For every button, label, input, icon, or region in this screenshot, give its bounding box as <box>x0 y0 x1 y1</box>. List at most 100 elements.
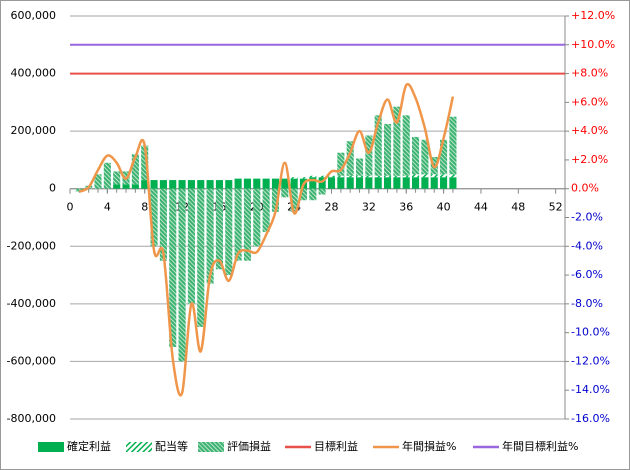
y2-tick-label: -16.0% <box>571 412 610 425</box>
bar <box>122 184 130 189</box>
bar <box>440 177 448 189</box>
bar <box>440 174 448 178</box>
line-series <box>78 82 455 397</box>
bar <box>169 188 177 348</box>
bar <box>141 180 149 189</box>
x-tick-label: 40 <box>437 201 451 214</box>
bar <box>141 145 149 181</box>
bar <box>253 188 261 247</box>
bar <box>75 188 83 192</box>
bar <box>421 139 429 175</box>
bar <box>402 115 410 176</box>
bar <box>355 158 364 176</box>
x-tick-label: 32 <box>362 201 376 214</box>
y-tick-label: -400,000 <box>7 297 56 310</box>
bar <box>159 180 167 189</box>
bar <box>318 188 326 195</box>
bar <box>131 184 139 189</box>
bar <box>393 177 401 189</box>
bar <box>253 178 261 189</box>
legend-label: 年間損益% <box>402 439 456 453</box>
bar <box>421 174 429 178</box>
bar <box>346 175 354 178</box>
bar <box>355 177 364 189</box>
y2-tick-label: +8.0% <box>571 67 608 80</box>
bar <box>393 106 401 176</box>
bar <box>187 180 195 189</box>
x-tick-label: 36 <box>399 201 413 214</box>
bar <box>197 188 205 327</box>
legend-swatch <box>38 442 64 452</box>
bar <box>113 171 121 185</box>
bar <box>402 175 410 178</box>
bar <box>430 174 438 178</box>
bar <box>318 177 326 189</box>
bar <box>215 188 223 270</box>
bar <box>178 180 186 189</box>
bar <box>113 184 121 189</box>
bar <box>281 178 289 189</box>
y2-tick-label: -2.0% <box>571 211 603 224</box>
bar <box>234 178 242 189</box>
bar <box>178 188 186 362</box>
bar <box>309 175 317 178</box>
bar <box>374 177 382 189</box>
bar <box>355 175 364 178</box>
y-tick-label: -800,000 <box>7 412 56 425</box>
bar <box>187 188 195 304</box>
x-tick-label: 4 <box>104 201 111 214</box>
bar <box>215 180 223 189</box>
bar <box>243 178 252 189</box>
bar <box>243 188 252 261</box>
bar <box>103 162 111 189</box>
bar <box>393 175 401 178</box>
y-tick-label: 200,000 <box>11 124 57 137</box>
bar <box>94 174 102 189</box>
legend-label: 確定利益 <box>67 439 111 453</box>
bar <box>412 136 420 175</box>
bar <box>318 175 326 178</box>
bar <box>327 175 336 178</box>
bar <box>150 180 158 189</box>
bar <box>206 188 214 284</box>
y2-tick-label: -4.0% <box>571 239 603 252</box>
bar <box>346 141 354 176</box>
bar <box>412 174 420 178</box>
bar <box>225 180 233 189</box>
bar <box>299 188 308 201</box>
bar <box>374 115 382 176</box>
x-tick-label: 44 <box>474 201 488 214</box>
bar <box>383 177 392 189</box>
bar <box>169 180 177 189</box>
bar <box>383 175 392 178</box>
y2-tick-label: +2.0% <box>571 153 608 166</box>
bar <box>421 177 429 189</box>
legend-swatch <box>198 442 224 452</box>
y2-tick-label: -8.0% <box>571 297 603 310</box>
bar <box>412 177 420 189</box>
bar <box>150 188 158 247</box>
bar <box>440 139 448 175</box>
bar <box>365 135 373 176</box>
bar <box>159 188 167 261</box>
x-tick-label: 52 <box>549 201 563 214</box>
bar <box>365 177 373 189</box>
y-tick-label: 400,000 <box>11 67 57 80</box>
bar <box>206 180 214 189</box>
y2-tick-label: 0.0% <box>571 182 599 195</box>
bar <box>290 188 298 212</box>
y-tick-label: -600,000 <box>7 354 56 367</box>
y2-tick-label: -6.0% <box>571 268 603 281</box>
bar <box>365 175 373 178</box>
bar <box>271 178 280 189</box>
bar <box>299 177 308 179</box>
y2-tick-label: -14.0% <box>571 383 610 396</box>
bar <box>281 188 289 198</box>
y2-tick-label: +10.0% <box>571 38 615 51</box>
bar <box>131 154 139 185</box>
y-tick-label: 0 <box>49 182 56 195</box>
bar <box>290 178 298 189</box>
bar <box>383 123 392 176</box>
